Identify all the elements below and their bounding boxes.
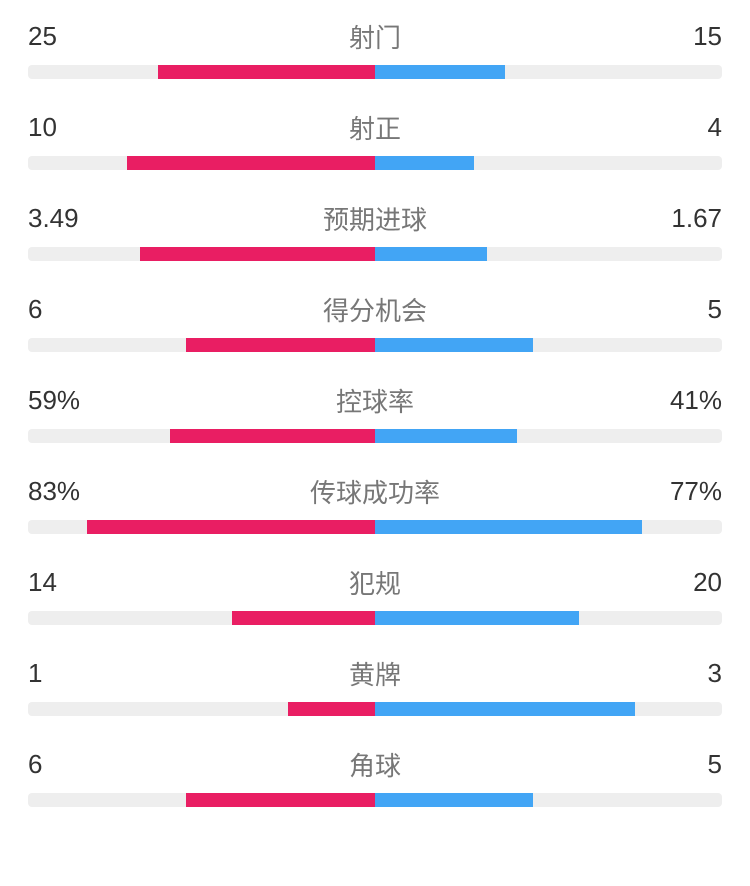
bar-fill-left: [186, 338, 375, 352]
bar-fill-left: [288, 702, 375, 716]
bar-fill-right: [375, 247, 487, 261]
stat-row: 6得分机会5: [28, 291, 722, 352]
stat-row: 3.49预期进球1.67: [28, 200, 722, 261]
stat-bar: [28, 793, 722, 807]
bar-half-left: [28, 65, 375, 79]
stat-bar: [28, 338, 722, 352]
stat-header: 3.49预期进球1.67: [28, 200, 722, 237]
bar-half-left: [28, 611, 375, 625]
stat-label: 传球成功率: [108, 473, 642, 510]
bar-half-right: [375, 429, 722, 443]
bar-half-right: [375, 702, 722, 716]
bar-half-right: [375, 793, 722, 807]
bar-half-right: [375, 156, 722, 170]
stat-header: 83%传球成功率77%: [28, 473, 722, 510]
bar-half-right: [375, 65, 722, 79]
bar-fill-right: [375, 702, 635, 716]
stat-label: 犯规: [108, 564, 642, 601]
stat-value-left: 83%: [28, 476, 108, 507]
stat-bar: [28, 156, 722, 170]
stat-value-right: 4: [642, 112, 722, 143]
bar-half-left: [28, 520, 375, 534]
stat-value-right: 5: [642, 294, 722, 325]
stat-bar: [28, 429, 722, 443]
stat-bar: [28, 611, 722, 625]
stat-bar: [28, 65, 722, 79]
stat-value-right: 5: [642, 749, 722, 780]
stat-header: 59%控球率41%: [28, 382, 722, 419]
stat-row: 6角球5: [28, 746, 722, 807]
stat-value-left: 1: [28, 658, 108, 689]
stat-label: 角球: [108, 746, 642, 783]
stat-value-right: 41%: [642, 385, 722, 416]
bar-fill-left: [186, 793, 375, 807]
bar-half-left: [28, 156, 375, 170]
stat-bar: [28, 520, 722, 534]
stat-row: 25射门15: [28, 18, 722, 79]
stat-row: 59%控球率41%: [28, 382, 722, 443]
stat-row: 14犯规20: [28, 564, 722, 625]
stat-row: 1黄牌3: [28, 655, 722, 716]
stat-label: 预期进球: [108, 200, 642, 237]
stat-label: 控球率: [108, 382, 642, 419]
stat-header: 10射正4: [28, 109, 722, 146]
bar-fill-right: [375, 429, 517, 443]
bar-fill-left: [232, 611, 375, 625]
bar-fill-right: [375, 520, 642, 534]
stat-header: 6得分机会5: [28, 291, 722, 328]
bar-half-right: [375, 247, 722, 261]
bar-fill-right: [375, 65, 505, 79]
stat-value-right: 15: [642, 21, 722, 52]
bar-fill-left: [87, 520, 375, 534]
bar-fill-left: [140, 247, 375, 261]
bar-fill-left: [127, 156, 375, 170]
bar-fill-right: [375, 156, 474, 170]
bar-half-right: [375, 611, 722, 625]
stat-header: 6角球5: [28, 746, 722, 783]
stat-value-right: 1.67: [642, 203, 722, 234]
stat-value-left: 6: [28, 294, 108, 325]
bar-half-left: [28, 338, 375, 352]
bar-half-left: [28, 793, 375, 807]
stat-header: 25射门15: [28, 18, 722, 55]
stat-value-right: 20: [642, 567, 722, 598]
stat-label: 得分机会: [108, 291, 642, 328]
bar-fill-left: [158, 65, 375, 79]
bar-half-right: [375, 520, 722, 534]
stat-value-left: 3.49: [28, 203, 108, 234]
stat-row: 83%传球成功率77%: [28, 473, 722, 534]
stat-label: 黄牌: [108, 655, 642, 692]
bar-fill-right: [375, 793, 533, 807]
stat-value-right: 3: [642, 658, 722, 689]
stat-header: 14犯规20: [28, 564, 722, 601]
stat-value-left: 25: [28, 21, 108, 52]
stat-label: 射正: [108, 109, 642, 146]
stat-row: 10射正4: [28, 109, 722, 170]
stat-header: 1黄牌3: [28, 655, 722, 692]
bar-half-right: [375, 338, 722, 352]
bar-half-left: [28, 702, 375, 716]
bar-fill-right: [375, 338, 533, 352]
stat-value-left: 59%: [28, 385, 108, 416]
stat-label: 射门: [108, 18, 642, 55]
stat-bar: [28, 702, 722, 716]
bar-half-left: [28, 429, 375, 443]
stat-bar: [28, 247, 722, 261]
bar-fill-left: [170, 429, 375, 443]
bar-half-left: [28, 247, 375, 261]
match-stats-container: 25射门1510射正43.49预期进球1.676得分机会559%控球率41%83…: [28, 18, 722, 807]
stat-value-left: 10: [28, 112, 108, 143]
bar-fill-right: [375, 611, 579, 625]
stat-value-left: 6: [28, 749, 108, 780]
stat-value-right: 77%: [642, 476, 722, 507]
stat-value-left: 14: [28, 567, 108, 598]
